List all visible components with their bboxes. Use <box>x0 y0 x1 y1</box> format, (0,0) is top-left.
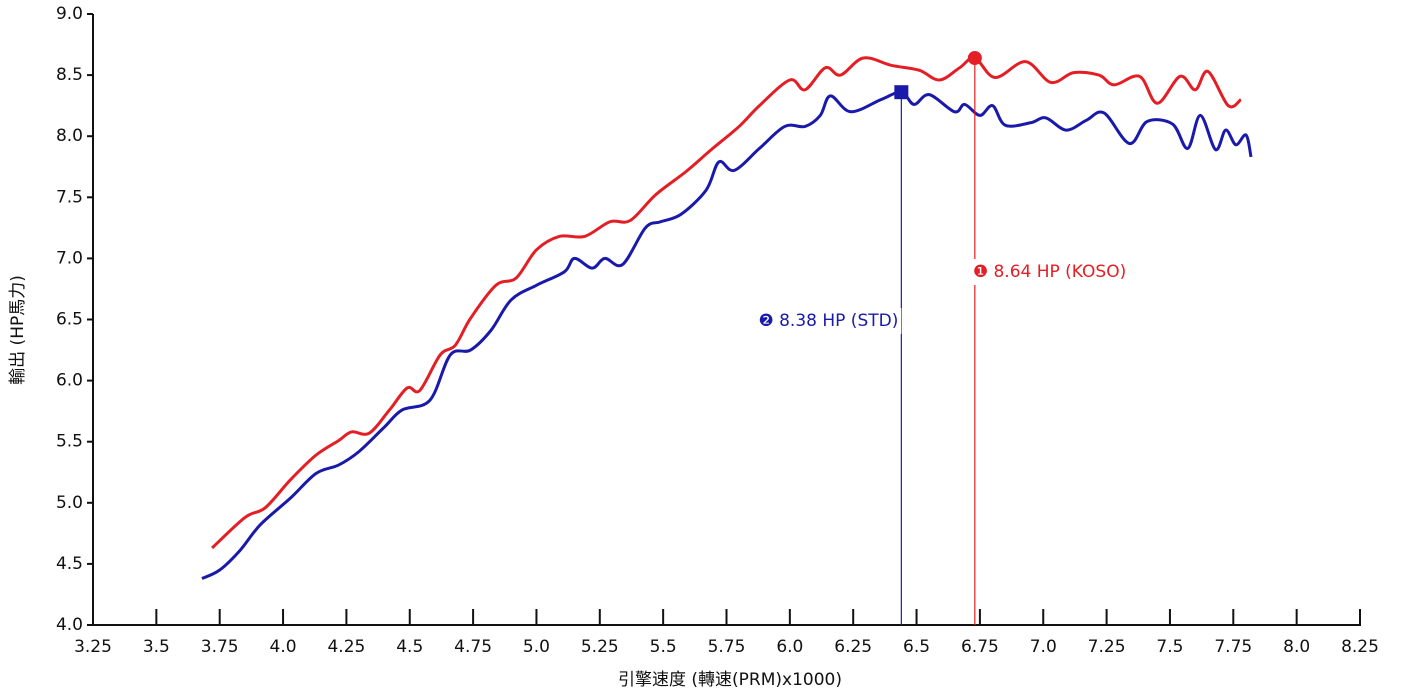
y-tick-label: 4.0 <box>56 615 83 635</box>
y-tick-label: 8.0 <box>56 126 83 146</box>
annotation-label: ❷ 8.38 HP (STD) <box>758 311 898 331</box>
x-tick-label: 3.5 <box>143 637 170 657</box>
y-tick-label: 8.5 <box>56 65 83 85</box>
y-tick-label: 4.5 <box>56 554 83 574</box>
annotation-marker <box>967 50 982 65</box>
annotation-label: ❶ 8.64 HP (KOSO) <box>973 262 1126 282</box>
y-tick-label: 9.0 <box>56 4 83 24</box>
y-tick-label: 5.0 <box>56 493 83 513</box>
x-tick-label: 3.75 <box>201 637 239 657</box>
x-tick-label: 8.25 <box>1341 637 1379 657</box>
x-tick-label: 5.5 <box>650 637 677 657</box>
y-axis-label: 輸出 (HP馬力) <box>8 275 28 385</box>
y-tick-label: 5.5 <box>56 432 83 452</box>
x-tick-label: 8.0 <box>1283 637 1310 657</box>
x-tick-label: 4.25 <box>327 637 365 657</box>
x-tick-label: 4.75 <box>454 637 492 657</box>
y-tick-label: 7.0 <box>56 248 83 268</box>
x-axis-label: 引擎速度 (轉速(PRM)x1000) <box>618 670 842 690</box>
line <box>201 90 1253 580</box>
x-tick-label: 6.0 <box>776 637 803 657</box>
x-tick-label: 3.25 <box>74 637 112 657</box>
x-tick-label: 6.25 <box>834 637 872 657</box>
annotation-label-bg <box>755 308 902 334</box>
x-tick-label: 7.0 <box>1030 637 1057 657</box>
x-tick-label: 5.0 <box>523 637 550 657</box>
x-tick-label: 7.25 <box>1088 637 1126 657</box>
y-tick-label: 6.5 <box>56 310 83 330</box>
x-tick-label: 6.5 <box>903 637 930 657</box>
annotation-label-bg <box>969 259 1130 285</box>
y-tick-label: 6.0 <box>56 371 83 391</box>
x-tick-label: 5.25 <box>581 637 619 657</box>
line <box>211 56 1242 550</box>
x-tick-label: 7.75 <box>1214 637 1252 657</box>
x-tick-label: 6.75 <box>961 637 999 657</box>
x-tick-label: 7.5 <box>1156 637 1183 657</box>
y-tick-label: 7.5 <box>56 187 83 207</box>
annotation-marker <box>894 85 909 100</box>
x-tick-label: 5.75 <box>708 637 746 657</box>
x-tick-label: 4.5 <box>396 637 423 657</box>
x-tick-label: 4.0 <box>270 637 297 657</box>
